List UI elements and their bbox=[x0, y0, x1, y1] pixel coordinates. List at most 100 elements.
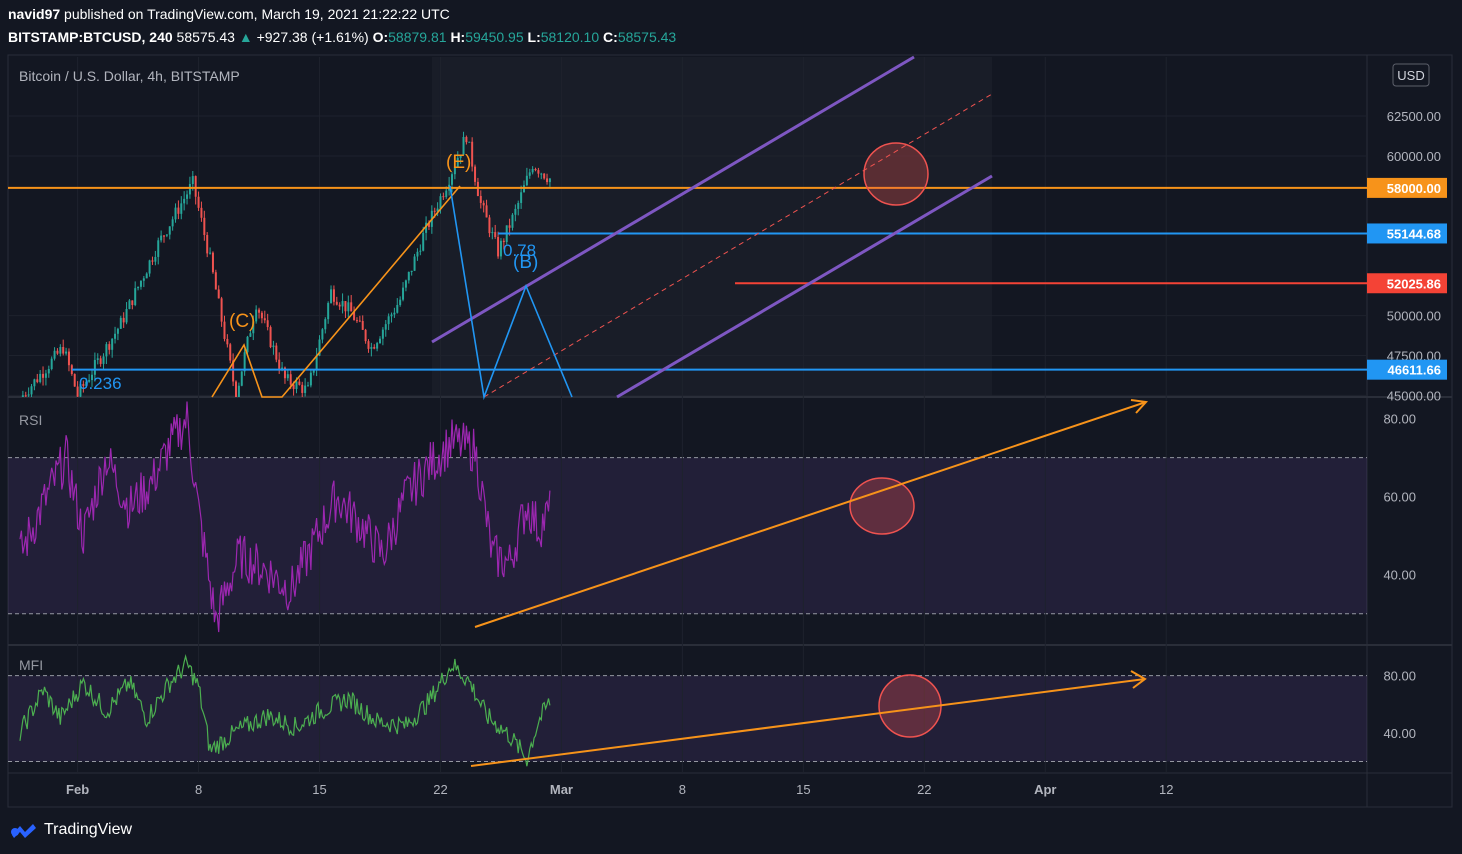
rsi-band bbox=[8, 457, 1367, 614]
candle-body bbox=[525, 175, 528, 186]
candle-body bbox=[142, 278, 145, 281]
mfi-trend-arrow[interactable] bbox=[470, 678, 1146, 767]
candle-body bbox=[422, 232, 425, 251]
time-tick-label: 8 bbox=[195, 782, 202, 797]
candle-body bbox=[73, 374, 76, 387]
candle-body bbox=[151, 260, 154, 262]
candle-body bbox=[318, 339, 321, 356]
tradingview-brand[interactable]: TradingView bbox=[8, 820, 132, 840]
high-label: H: bbox=[450, 29, 466, 45]
publisher-name[interactable]: navid97 bbox=[8, 6, 61, 22]
candle-body bbox=[42, 373, 45, 378]
candle-body bbox=[232, 360, 235, 382]
low-label: L: bbox=[527, 29, 541, 45]
candle-body bbox=[163, 235, 165, 237]
candle-body bbox=[309, 372, 312, 386]
candle-body bbox=[298, 381, 301, 385]
candle-body bbox=[122, 317, 125, 323]
candle-body bbox=[39, 373, 42, 382]
low-value: 58120.10 bbox=[540, 29, 600, 45]
candle-body bbox=[165, 234, 168, 236]
candle-body bbox=[281, 367, 284, 370]
rsi-line-group bbox=[19, 401, 551, 633]
level-price-badge bbox=[1367, 177, 1447, 198]
candle-body bbox=[160, 235, 163, 241]
candle-body bbox=[381, 329, 384, 339]
candle-body bbox=[93, 359, 96, 375]
candle-body bbox=[502, 240, 505, 243]
candle-body bbox=[304, 385, 307, 393]
candle-body bbox=[148, 260, 151, 274]
symbol-name: BITSTAMP:BTCUSD, 240 bbox=[8, 29, 173, 45]
candle-body bbox=[197, 196, 200, 208]
candle-body bbox=[240, 371, 243, 386]
candle-body bbox=[546, 178, 549, 183]
candle-body bbox=[229, 344, 232, 361]
highlight-circle-rsi[interactable] bbox=[849, 477, 915, 535]
candle-body bbox=[33, 379, 36, 387]
candle-body bbox=[128, 300, 131, 309]
channel-lower-line[interactable] bbox=[616, 174, 993, 399]
candle-body bbox=[168, 226, 171, 235]
close-value: 58575.43 bbox=[617, 29, 677, 45]
candle-body bbox=[114, 333, 117, 339]
rsi-tick-label: 80.00 bbox=[1383, 412, 1416, 427]
candle-body bbox=[226, 338, 229, 345]
level-price-label: 46611.66 bbox=[1387, 363, 1441, 378]
candle-body bbox=[275, 345, 278, 360]
time-tick-label: 15 bbox=[312, 782, 326, 797]
price-change: +927.38 (+1.61%) bbox=[256, 29, 369, 45]
channel-upper-line[interactable] bbox=[431, 55, 915, 344]
candle-body bbox=[180, 203, 183, 214]
wave-orange-path[interactable] bbox=[211, 185, 461, 398]
candle-body bbox=[200, 207, 203, 218]
horizontal-levels bbox=[8, 186, 1367, 371]
candle-body bbox=[462, 136, 465, 155]
candle-body bbox=[396, 304, 399, 313]
candle-body bbox=[499, 240, 502, 257]
currency-badge[interactable]: USD bbox=[1392, 63, 1430, 87]
candle-body bbox=[53, 350, 56, 359]
candle-body bbox=[191, 176, 194, 185]
candle-body bbox=[543, 173, 546, 179]
time-axis[interactable]: Feb 8 15 22 Mar 8 15 22 Apr 12 bbox=[66, 782, 1173, 797]
candle-body bbox=[278, 359, 281, 370]
candle-body bbox=[442, 196, 445, 198]
candle-body bbox=[119, 317, 122, 329]
price-axis[interactable]: 62500.0060000.0050000.0047500.0045000.00… bbox=[1383, 109, 1441, 741]
rsi-pane-title: RSI bbox=[19, 412, 42, 428]
candle-body bbox=[186, 194, 189, 199]
candle-body bbox=[206, 234, 209, 254]
candle-body bbox=[485, 205, 488, 218]
candle-body bbox=[82, 384, 85, 386]
publish-info: navid97 published on TradingView.com, Ma… bbox=[8, 6, 450, 22]
wave-blue-path[interactable] bbox=[449, 185, 573, 401]
level-price-badge bbox=[1367, 273, 1447, 294]
candle-body bbox=[174, 207, 177, 220]
mfi-tick-label: 40.00 bbox=[1383, 726, 1416, 741]
candle-body bbox=[157, 240, 160, 257]
candle-body bbox=[65, 351, 68, 354]
level-price-badge bbox=[1367, 223, 1447, 244]
candle-body bbox=[59, 347, 62, 354]
candle-body bbox=[384, 324, 387, 330]
candle-body bbox=[548, 178, 551, 183]
candle-body bbox=[327, 303, 330, 320]
candle-body bbox=[402, 287, 405, 300]
price-tick-label: 60000.00 bbox=[1387, 149, 1441, 164]
candle-body bbox=[105, 344, 108, 357]
brand-name: TradingView bbox=[44, 821, 133, 838]
candle-body bbox=[137, 286, 140, 289]
candle-body bbox=[416, 251, 419, 257]
rsi-trend-arrow[interactable] bbox=[474, 401, 1147, 628]
candle-body bbox=[511, 214, 514, 228]
candle-body bbox=[465, 136, 468, 143]
candle-body bbox=[214, 272, 217, 290]
candle-body bbox=[353, 311, 356, 321]
candle-body bbox=[255, 309, 258, 322]
highlight-circle-price[interactable] bbox=[863, 142, 929, 206]
mfi-pane-title: MFI bbox=[19, 657, 43, 673]
candle-body bbox=[330, 289, 333, 304]
candle-body bbox=[217, 289, 220, 299]
